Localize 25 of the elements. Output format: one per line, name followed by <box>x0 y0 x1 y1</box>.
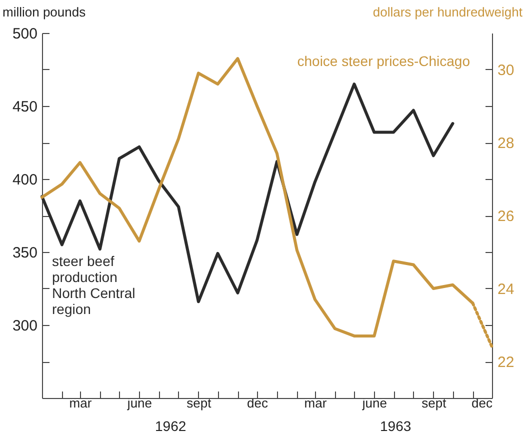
y2-tick-label: 28 <box>498 135 514 152</box>
x-tick-label: dec <box>472 396 493 410</box>
x-tick-label: june <box>126 396 152 410</box>
y-tick-label: 400 <box>12 172 38 188</box>
x-tick-label: mar <box>69 396 92 410</box>
x-tick-label: sept <box>422 396 447 410</box>
y-tick-label: 300 <box>12 318 38 334</box>
y2-tick-label: 22 <box>498 354 514 371</box>
y2-axis-title: dollars per hundredweight <box>372 4 523 20</box>
y2-tick-label: 30 <box>498 62 514 79</box>
line-series <box>40 82 454 304</box>
y-tick-label: 500 <box>12 26 38 42</box>
text: 1962 <box>155 418 186 434</box>
text: choice steer prices-Chicago <box>297 53 470 69</box>
y2-tick-label: 24 <box>498 281 514 298</box>
y-axis-title: million pounds <box>2 4 86 20</box>
y2-tick-label: 26 <box>498 208 514 225</box>
x-tick-label: june <box>361 396 387 410</box>
x-tick-label: dec <box>247 396 268 410</box>
x-tick-label: mar <box>304 396 328 410</box>
y-tick-label: 450 <box>12 98 38 116</box>
x-tick-label: sept <box>186 396 212 410</box>
series-label: steer beef production North Central region <box>52 253 136 317</box>
text: 1963 <box>380 418 412 434</box>
y-tick-label: 350 <box>12 244 38 262</box>
